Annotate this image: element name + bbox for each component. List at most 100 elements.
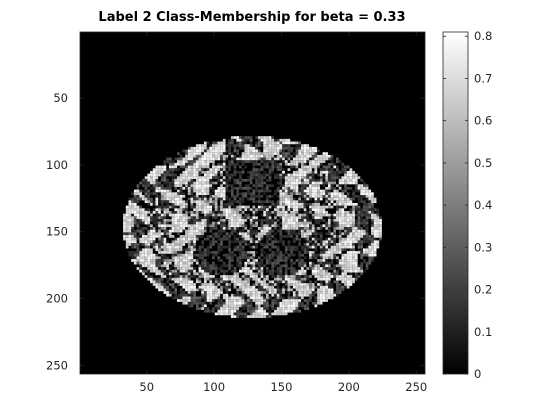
image-pixel	[163, 192, 167, 196]
image-pixel	[306, 245, 310, 249]
image-pixel	[133, 232, 137, 236]
image-pixel	[222, 277, 226, 281]
image-pixel	[133, 253, 137, 257]
image-pixel	[327, 256, 331, 260]
image-pixel	[136, 194, 140, 198]
image-pixel	[282, 221, 285, 225]
image-pixel	[203, 291, 207, 294]
image-pixel	[133, 197, 137, 201]
image-pixel	[203, 149, 207, 153]
image-pixel	[166, 200, 169, 204]
image-pixel	[333, 253, 337, 257]
image-pixel	[295, 272, 299, 276]
image-pixel	[325, 296, 328, 300]
image-pixel	[349, 219, 353, 222]
image-pixel	[298, 189, 302, 193]
image-pixel	[346, 269, 350, 273]
image-pixel	[295, 184, 299, 187]
image-pixel	[123, 229, 126, 233]
image-pixel	[298, 194, 302, 198]
image-pixel	[322, 275, 326, 278]
image-pixel	[263, 208, 266, 212]
image-pixel	[295, 309, 299, 313]
image-pixel	[179, 208, 183, 212]
image-pixel	[190, 304, 194, 308]
image-pixel	[306, 160, 310, 163]
image-pixel	[136, 192, 140, 196]
image-pixel	[271, 144, 275, 147]
image-pixel	[203, 200, 207, 204]
image-pixel	[160, 283, 164, 286]
image-pixel	[220, 178, 223, 182]
image-pixel	[206, 186, 210, 190]
image-pixel	[354, 178, 358, 182]
image-pixel	[311, 165, 315, 169]
image-pixel	[187, 176, 191, 179]
image-pixel	[276, 283, 280, 286]
image-pixel	[236, 275, 240, 278]
image-pixel	[203, 141, 207, 145]
image-pixel	[185, 275, 188, 278]
image-pixel	[287, 267, 291, 270]
image-pixel	[309, 184, 312, 187]
image-pixel	[252, 315, 256, 318]
image-pixel	[201, 269, 204, 273]
image-pixel	[349, 259, 353, 262]
image-pixel	[365, 248, 369, 252]
image-pixel	[147, 176, 151, 179]
image-pixel	[365, 205, 369, 209]
image-pixel	[371, 216, 374, 220]
image-pixel	[341, 256, 345, 260]
image-pixel	[287, 173, 291, 177]
image-pixel	[282, 264, 285, 268]
image-pixel	[349, 248, 353, 252]
image-pixel	[287, 232, 291, 236]
image-pixel	[160, 194, 164, 198]
image-pixel	[179, 277, 183, 281]
image-pixel	[150, 275, 153, 278]
image-pixel	[249, 288, 253, 292]
image-pixel	[155, 248, 159, 252]
image-pixel	[168, 186, 172, 190]
image-pixel	[209, 152, 213, 155]
image-pixel	[244, 184, 248, 187]
image-pixel	[155, 219, 159, 222]
image-pixel	[284, 216, 288, 220]
image-pixel	[225, 277, 229, 281]
image-pixel	[249, 194, 253, 198]
image-pixel	[314, 211, 318, 214]
image-pixel	[325, 157, 328, 161]
image-pixel	[141, 211, 145, 214]
image-pixel	[338, 251, 342, 254]
image-pixel	[144, 237, 148, 241]
image-pixel	[352, 256, 355, 260]
image-pixel	[314, 160, 318, 163]
image-pixel	[333, 186, 337, 190]
image-pixel	[330, 181, 334, 185]
image-pixel	[249, 181, 253, 185]
image-pixel	[290, 162, 293, 166]
image-pixel	[144, 259, 148, 262]
image-pixel	[174, 194, 178, 198]
image-pixel	[357, 189, 361, 193]
image-pixel	[214, 208, 218, 212]
image-pixel	[160, 189, 164, 193]
image-pixel	[230, 208, 234, 212]
image-pixel	[279, 275, 283, 278]
image-pixel	[274, 211, 277, 214]
image-pixel	[252, 291, 256, 294]
image-pixel	[327, 285, 331, 289]
image-pixel	[187, 253, 191, 257]
image-pixel	[338, 259, 342, 262]
image-pixel	[365, 267, 369, 270]
image-pixel	[160, 224, 164, 228]
image-pixel	[252, 229, 256, 233]
image-pixel	[179, 186, 183, 190]
image-pixel	[338, 176, 342, 179]
image-pixel	[325, 200, 328, 204]
image-pixel	[309, 160, 312, 163]
image-pixel	[220, 245, 223, 249]
image-pixel	[314, 146, 318, 150]
image-pixel	[222, 144, 226, 147]
image-pixel	[346, 240, 350, 244]
